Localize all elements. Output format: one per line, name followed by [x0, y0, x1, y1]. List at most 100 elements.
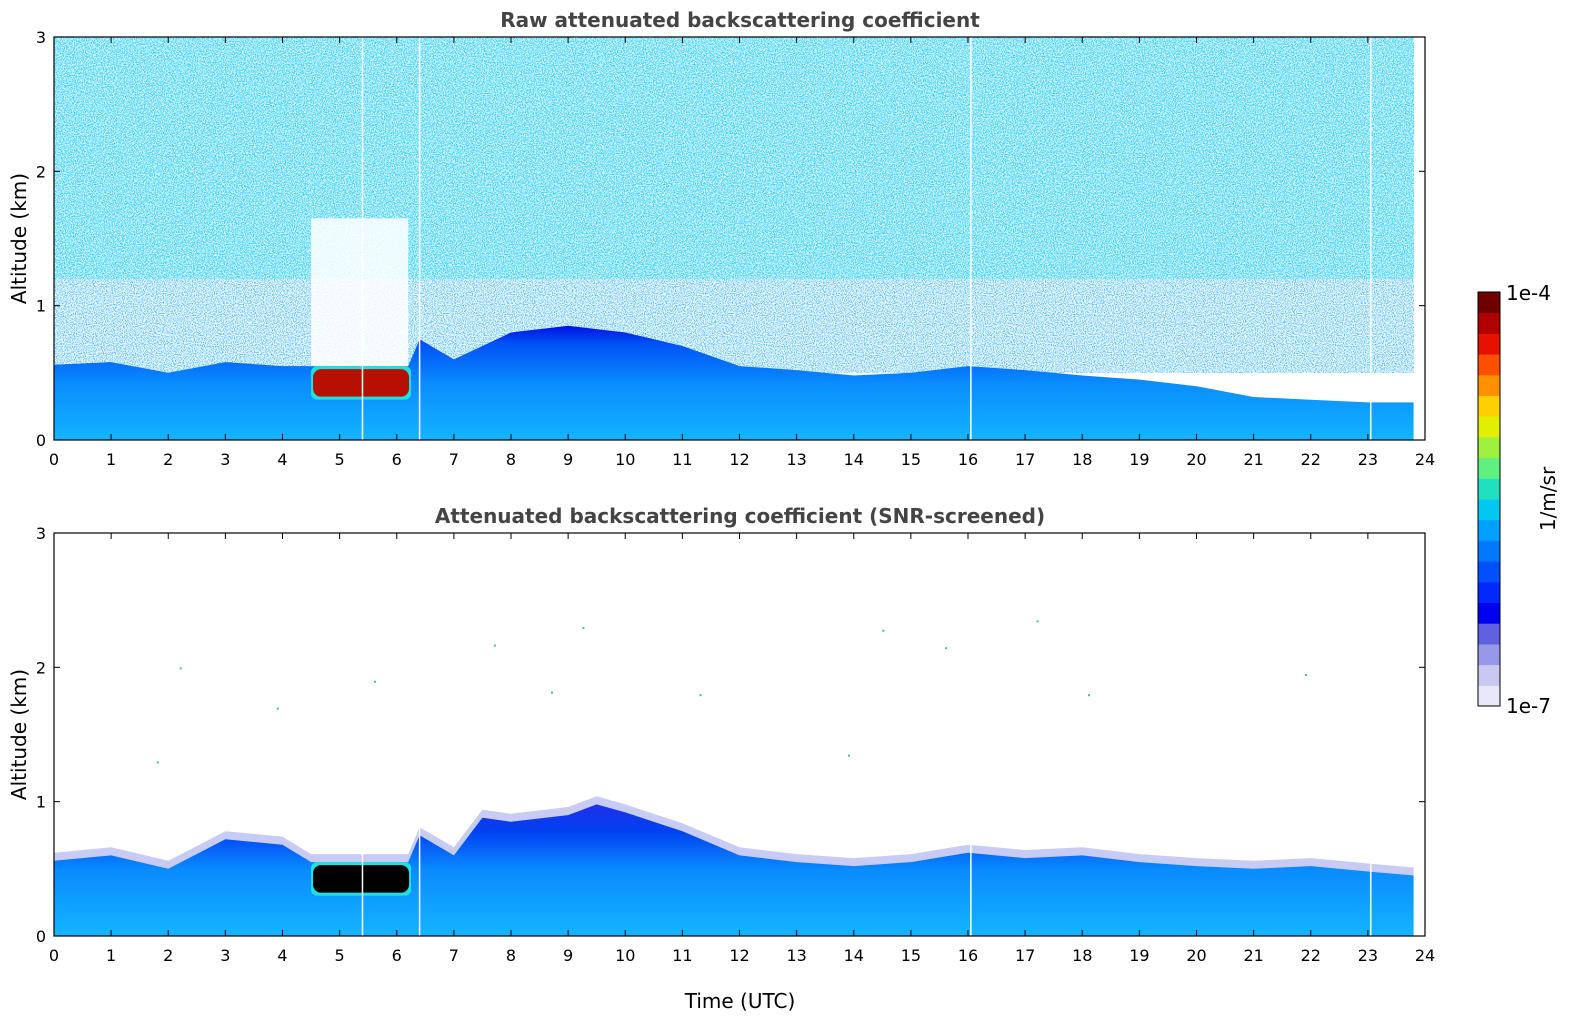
x-tick-label: 21 [1243, 946, 1263, 965]
x-tick-label: 19 [1129, 946, 1149, 965]
x-tick-label: 24 [1415, 450, 1435, 469]
isolated-point [882, 629, 885, 632]
colorbar-swatch [1478, 478, 1500, 500]
colorbar-swatch [1478, 292, 1500, 314]
colorbar-swatch [1478, 540, 1500, 562]
colorbar-swatch [1478, 561, 1500, 583]
isolated-point [156, 761, 159, 764]
snr-screened-panel: Attenuated backscattering coefficient (S… [7, 504, 1435, 1013]
raw-backscatter-panel: Raw attenuated backscattering coefficien… [7, 8, 1435, 469]
x-tick-label: 5 [335, 450, 345, 469]
low-signal-gap [311, 218, 409, 371]
x-tick-label: 1 [106, 946, 116, 965]
colorbar-swatch [1478, 436, 1500, 459]
x-tick-label: 16 [958, 946, 978, 965]
colorbar-swatch [1478, 581, 1500, 603]
colorbar: 1e-4 1e-7 1/m/sr [1477, 281, 1560, 718]
cloud-layer [313, 865, 410, 893]
x-tick-label: 18 [1072, 450, 1092, 469]
isolated-point [848, 754, 851, 757]
x-tick-label: 4 [277, 946, 287, 965]
panel2-y-axis-label: Altitude (km) [7, 669, 31, 800]
colorbar-max-label: 1e-4 [1506, 281, 1551, 305]
x-tick-label: 9 [563, 946, 573, 965]
colorbar-swatch [1478, 354, 1500, 376]
colorbar-swatch [1478, 643, 1500, 666]
isolated-point [179, 667, 182, 670]
y-tick-label: 0 [36, 431, 46, 450]
y-tick-label: 1 [36, 297, 46, 316]
y-tick-label: 3 [36, 524, 46, 543]
x-tick-label: 16 [958, 450, 978, 469]
panel2-y-ticks: 0 1 2 3 [36, 524, 1425, 946]
panel1-y-ticks: 0 1 2 3 [36, 28, 1425, 450]
y-tick-label: 2 [36, 658, 46, 677]
x-tick-label: 0 [49, 946, 59, 965]
colorbar-swatch [1478, 685, 1500, 707]
colorbar-units-label: 1/m/sr [1536, 466, 1560, 531]
x-tick-label: 17 [1015, 946, 1035, 965]
x-tick-label: 18 [1072, 946, 1092, 965]
x-tick-label: 6 [392, 450, 402, 469]
panel2-heatmap [54, 533, 1414, 936]
panel1-heatmap [54, 37, 1414, 440]
x-tick-label: 5 [335, 946, 345, 965]
x-tick-label: 21 [1243, 450, 1263, 469]
colorbar-swatch [1478, 333, 1500, 355]
x-tick-label: 2 [163, 946, 173, 965]
colorbar-frame [1477, 291, 1501, 707]
isolated-point [1036, 620, 1039, 623]
colorbar-swatch [1478, 395, 1500, 417]
colorbar-swatch [1478, 664, 1500, 686]
x-tick-label: 20 [1186, 946, 1206, 965]
x-tick-label: 4 [277, 450, 287, 469]
x-tick-label: 8 [506, 450, 516, 469]
isolated-point [493, 644, 496, 647]
colorbar-swatch [1478, 374, 1500, 396]
x-tick-label: 22 [1301, 450, 1321, 469]
x-tick-label: 19 [1129, 450, 1149, 469]
colorbar-swatch [1478, 602, 1500, 624]
isolated-point [1087, 694, 1090, 697]
x-tick-label: 7 [449, 450, 459, 469]
y-tick-label: 1 [36, 793, 46, 812]
colorbar-swatch [1478, 457, 1500, 479]
colorbar-swatch [1478, 312, 1500, 334]
x-tick-label: 11 [672, 946, 692, 965]
x-tick-label: 13 [786, 946, 806, 965]
colorbar-swatch [1478, 499, 1500, 521]
x-axis-label: Time (UTC) [684, 989, 796, 1013]
x-tick-label: 14 [844, 946, 864, 965]
x-tick-label: 17 [1015, 450, 1035, 469]
x-tick-label: 10 [615, 946, 635, 965]
x-tick-label: 11 [672, 450, 692, 469]
noise-field-high [54, 37, 1414, 279]
panel2-title: Attenuated backscattering coefficient (S… [435, 504, 1045, 528]
x-tick-label: 13 [786, 450, 806, 469]
x-tick-label: 23 [1358, 450, 1378, 469]
isolated-point [582, 627, 585, 630]
x-tick-label: 22 [1301, 946, 1321, 965]
panel2-x-ticks: 0 1 2 3 4 5 6 7 8 9 10 11 12 13 14 15 16 17 18 19 20 21 22 23 24 [49, 533, 1435, 965]
x-tick-label: 23 [1358, 946, 1378, 965]
x-tick-label: 3 [220, 946, 230, 965]
isolated-point [1305, 674, 1308, 677]
x-tick-label: 15 [901, 946, 921, 965]
x-tick-label: 12 [729, 450, 749, 469]
isolated-point [945, 647, 948, 650]
x-tick-label: 9 [563, 450, 573, 469]
boundary-layer-region [54, 325, 1414, 440]
colorbar-swatches [1478, 292, 1500, 707]
colorbar-min-label: 1e-7 [1506, 694, 1551, 718]
panel1-y-axis-label: Altitude (km) [7, 173, 31, 304]
x-tick-label: 14 [844, 450, 864, 469]
x-tick-label: 2 [163, 450, 173, 469]
x-tick-label: 6 [392, 946, 402, 965]
isolated-point [276, 707, 279, 710]
x-tick-label: 3 [220, 450, 230, 469]
isolated-point [699, 694, 702, 697]
isolated-point [550, 691, 553, 694]
colorbar-swatch [1478, 416, 1500, 438]
x-tick-label: 20 [1186, 450, 1206, 469]
